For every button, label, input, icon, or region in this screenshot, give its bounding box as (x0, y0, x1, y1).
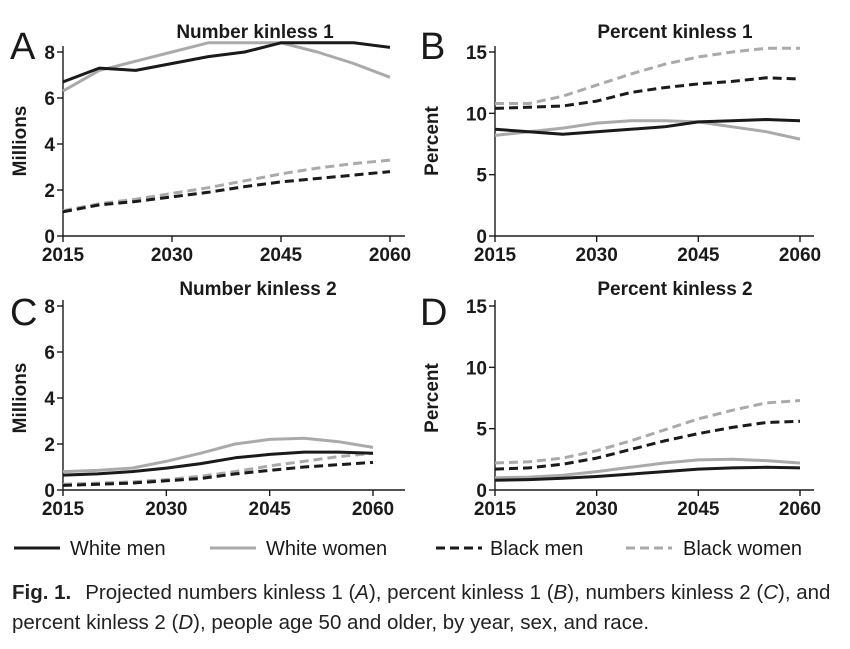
panel-letter: A (10, 26, 36, 68)
x-tick-label: 2030 (145, 499, 187, 520)
x-tick-label: 2015 (474, 499, 517, 520)
series-line-white-men (62, 450, 374, 477)
y-axis-label: Percent (422, 362, 443, 432)
y-tick-label: 15 (466, 297, 488, 318)
legend-label: White women (266, 538, 387, 560)
legend-label: White men (70, 538, 166, 560)
series-line-white-women (494, 119, 801, 141)
y-tick-label: 5 (476, 420, 487, 441)
caption-segment: A (355, 581, 369, 604)
x-tick-label: 2015 (42, 499, 85, 520)
x-tick-label: 2030 (576, 499, 618, 520)
series-line-white-women (62, 41, 391, 93)
panel-title: Percent kinless 2 (597, 279, 752, 300)
panel-d: D Percent kinless 2 Percent 0 5 10 15 2015 2030 2… (420, 279, 821, 520)
y-tick-label: 5 (476, 166, 487, 187)
caption-segment: B (553, 581, 568, 604)
series-line-white-men (494, 465, 801, 482)
legend-item-white-men: White men (14, 538, 166, 560)
x-tick-label: 2015 (42, 245, 85, 266)
x-tick-label: 2030 (576, 245, 618, 266)
x-tick-label: 2030 (151, 245, 193, 266)
caption-segment: ), people age 50 and older, by year, sex… (193, 611, 650, 634)
y-tick-label: 2 (44, 435, 55, 456)
panel-b: B Percent kinless 1 Percent 0 5 10 15 2015 2030 2… (420, 22, 821, 266)
caption-segment: Projected numbers kinless 1 ( (85, 581, 356, 604)
series-line-black-women (62, 451, 374, 486)
x-tick-label: 2045 (677, 499, 720, 520)
y-tick-label: 0 (476, 481, 487, 502)
y-tick-label: 0 (44, 481, 55, 502)
panel-title: Number kinless 1 (176, 22, 334, 43)
x-tick-label: 2060 (369, 245, 411, 266)
x-tick-label: 2060 (779, 499, 821, 520)
series-line-black-women (495, 46, 800, 105)
legend-label: Black women (683, 538, 802, 560)
legend: White men White women Black men Black women (14, 538, 802, 560)
legend-item-white-women: White women (210, 538, 387, 560)
y-axis-label: Millions (10, 106, 31, 177)
y-axis-label: Percent (422, 105, 443, 175)
series-line-white-women (62, 436, 374, 474)
series-line-black-men (494, 76, 801, 110)
series-line-white-men (494, 118, 801, 136)
y-tick-label: 10 (466, 358, 487, 379)
x-tick-label: 2060 (352, 499, 394, 520)
panel-a: A Number kinless 1 Millions 0 2 4 6 8 2015 2030 20… (10, 22, 411, 266)
panel-title: Percent kinless 1 (597, 22, 753, 43)
y-tick-label: 6 (44, 89, 55, 110)
y-tick-label: 4 (44, 389, 55, 410)
series-line-black-women (494, 399, 801, 465)
figure-caption: Fig. 1. Projected numbers kinless 1 (A), … (12, 578, 838, 638)
y-tick-label: 0 (476, 227, 487, 248)
x-tick-label: 2045 (260, 245, 303, 266)
caption-segment: C (763, 581, 778, 604)
caption-segment: ), and percent kinless 2 ( (12, 581, 831, 634)
series-line-white-men (62, 41, 391, 84)
y-tick-label: 8 (44, 297, 55, 318)
y-tick-label: 2 (44, 181, 55, 202)
x-tick-label: 2045 (249, 499, 292, 520)
y-axis-label: Millions (10, 363, 31, 434)
y-tick-label: 6 (44, 343, 55, 364)
series-line-black-men (494, 419, 801, 471)
x-tick-label: 2045 (677, 245, 720, 266)
caption-segment: D (178, 611, 194, 634)
y-tick-label: 4 (44, 135, 55, 156)
x-tick-label: 2060 (779, 245, 821, 266)
panel-title: Number kinless 2 (179, 279, 336, 300)
y-tick-label: 15 (466, 43, 488, 64)
y-tick-label: 0 (44, 227, 55, 248)
y-tick-label: 10 (466, 104, 487, 125)
caption-label: Fig. 1. (12, 581, 72, 604)
panel-letter: D (420, 292, 447, 334)
legend-item-black-men: Black men (436, 538, 583, 560)
caption-segment: ), percent kinless 1 ( (368, 581, 554, 604)
series-line-black-men (62, 460, 374, 487)
series-line-black-men (62, 170, 391, 214)
panel-letter: B (420, 26, 445, 68)
panel-c: C Number kinless 2 Millions 0 2 4 6 8 2015 2030 20… (10, 279, 405, 520)
caption-segment: ), numbers kinless 2 ( (567, 581, 764, 604)
caption-text: Projected numbers kinless 1 (A), percent… (12, 581, 830, 634)
legend-label: Black men (490, 538, 583, 560)
legend-item-black-women: Black women (626, 538, 802, 560)
panel-letter: C (10, 292, 37, 334)
x-tick-label: 2015 (474, 245, 517, 266)
y-tick-label: 8 (44, 43, 55, 64)
series-line-white-women (494, 457, 801, 480)
